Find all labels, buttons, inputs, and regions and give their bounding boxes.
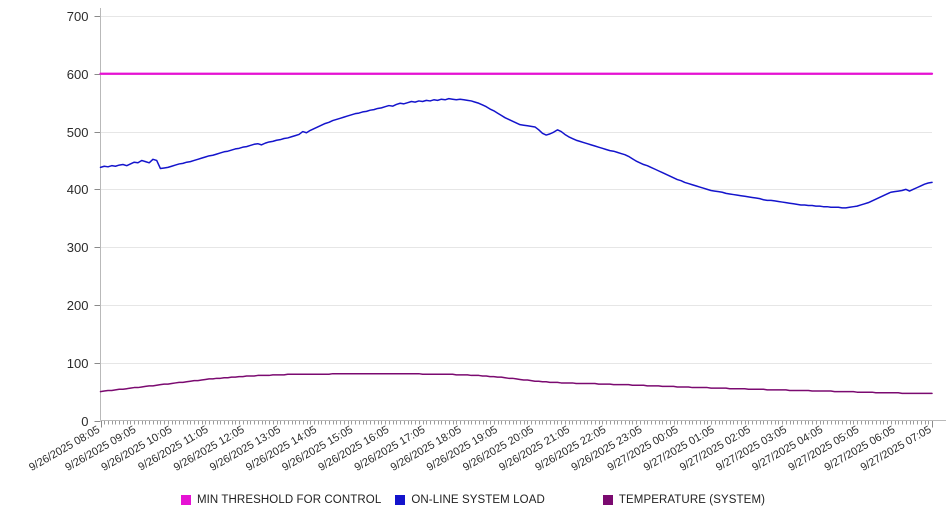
y-axis-tick-label: 700 [67,9,89,24]
y-axis-tick-label: 600 [67,67,89,82]
legend-swatch-icon [395,495,406,505]
series-line-2 [99,372,933,395]
legend-item-temperature-system[interactable]: TEMPERATURE (SYSTEM) [602,494,766,506]
series-lines [99,72,934,395]
legend-item-online-system-load[interactable]: ON-LINE SYSTEM LOAD [395,494,545,506]
legend-swatch-icon [602,495,613,505]
x-axis-tick-labels: 9/26/2025 08:059/26/2025 09:059/26/2025 … [27,424,933,474]
legend-label: MIN THRESHOLD FOR CONTROL [196,494,382,506]
y-axis-ticks [94,16,101,422]
legend-label: TEMPERATURE (SYSTEM) [618,494,766,506]
x-axis-ticks [101,420,933,428]
y-axis-tick-label: 100 [67,356,89,371]
grid-lines [100,16,932,364]
line-chart: 0 100 200 300 400 500 600 700 9/26/2025 08:059/… [27,8,946,474]
y-axis-tick-label: 300 [67,240,89,255]
chart-legend: MIN THRESHOLD FOR CONTROL ON-LINE SYSTEM… [0,494,946,506]
legend-label: ON-LINE SYSTEM LOAD [411,494,545,506]
legend-swatch-icon [180,495,191,505]
y-axis-tick-label: 0 [81,414,88,429]
y-axis-tick-label: 200 [67,298,89,313]
legend-item-min-threshold[interactable]: MIN THRESHOLD FOR CONTROL [180,494,382,506]
y-axis-tick-label: 400 [67,182,89,197]
series-line-1 [99,97,933,209]
y-axis-tick-label: 500 [67,125,89,140]
y-axis-tick-labels: 0 100 200 300 400 500 600 700 [67,9,89,429]
